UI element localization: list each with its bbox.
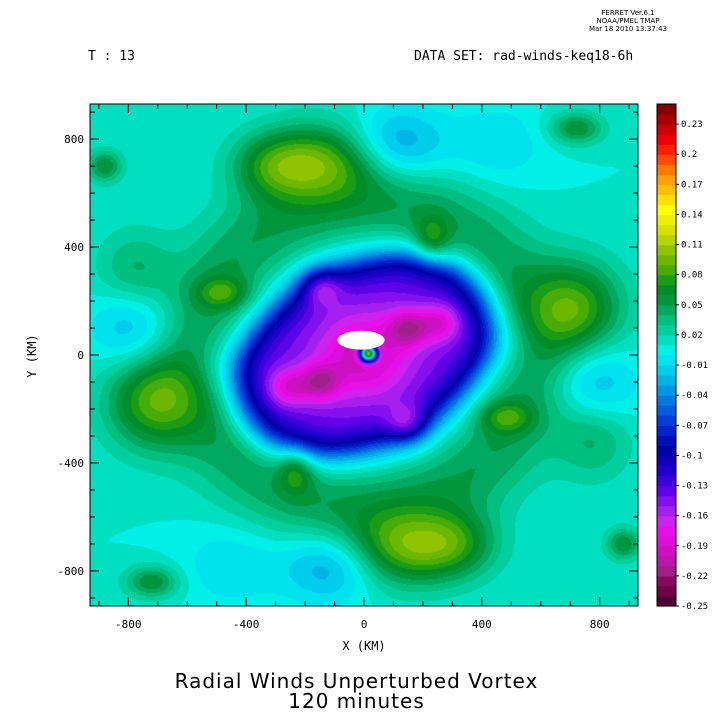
colorbar-label: -0.22 [681,572,708,582]
y-axis-label: Y (KM) [25,334,39,377]
field-image [90,104,638,606]
colorbar-swatch [657,595,676,607]
colorbar-swatch [657,485,676,497]
colorbar-swatch [657,334,676,346]
colorbar-swatch [657,455,676,467]
software-version: FERRET Ver.6.1 [601,9,655,17]
colorbar-swatch [657,535,676,547]
x-tick-label: 0 [361,618,368,631]
colorbar-swatch [657,114,676,125]
plot-area [90,104,638,606]
colorbar-swatch [657,214,676,226]
plot-timestamp: Mar 18 2010 13:37:43 [588,25,668,33]
colorbar-swatch [657,314,676,326]
colorbar-label: 0.02 [681,331,703,341]
y-tick-label: -800 [58,565,85,578]
colorbar-swatch [657,385,676,396]
colorbar-swatch [657,174,676,185]
colorbar-swatch [657,515,676,527]
organization: NOAA/PMEL TMAP [596,17,660,25]
x-tick-label: 800 [590,618,610,631]
colorbar-label: 0.05 [681,301,703,311]
colorbar-swatch [657,184,676,195]
colorbar-swatch [657,545,676,557]
colorbar-swatch [657,365,676,376]
colorbar-label: -0.04 [681,391,708,401]
colorbar-label: -0.19 [681,542,708,552]
colorbar-label: 0.08 [681,271,703,281]
missing-data-patch [337,330,385,350]
colorbar-swatch [657,355,676,366]
time-step-label: T : 13 [88,49,135,64]
colorbar-label: -0.1 [681,451,703,461]
colorbar-swatch [657,395,676,406]
colorbar-swatch [657,465,676,477]
y-tick-label: 0 [77,349,84,362]
colorbar-swatch [657,154,676,165]
colorbar-label: -0.01 [681,361,708,371]
colorbar-label: 0.23 [681,120,703,130]
colorbar-frame [656,103,677,607]
colorbar-label: -0.25 [681,602,708,612]
colorbar-swatch [657,415,676,426]
colorbar-swatch [657,104,676,115]
x-axis-label: X (KM) [342,639,385,653]
dataset-label: DATA SET: rad-winds-keq18-6h [414,49,634,64]
colorbar-swatch [657,375,676,386]
colorbar: 0.23 0.2 0.17 0.14 0.11 0.08 0.05 0.02 -0.01 -0.0… [656,103,708,612]
colorbar-swatch [657,555,676,567]
colorbar-swatch [657,405,676,416]
colorbar-swatch [657,445,676,456]
colorbar-swatch [657,254,676,266]
colorbar-label: 0.11 [681,241,703,251]
colorbar-swatch [657,144,676,155]
colorbar-swatch [657,435,676,446]
x-tick-label: -800 [115,618,142,631]
colorbar-label: 0.2 [681,150,697,160]
colorbar-swatch [657,505,676,517]
colorbar-swatch [657,264,676,276]
colorbar-swatch [657,495,676,507]
colorbar-swatch [657,575,676,587]
colorbar-label: -0.07 [681,421,708,431]
colorbar-swatch [657,585,676,597]
y-tick-label: -400 [58,457,85,470]
colorbar-swatch [657,425,676,436]
colorbar-swatch [657,344,676,356]
chart-title: Radial Winds Unperturbed Vortex [174,669,539,693]
colorbar-swatch [657,274,676,286]
y-tick-label: 400 [64,241,84,254]
colorbar-swatch [657,164,676,175]
colorbar-swatch [657,224,676,236]
colorbar-swatch [657,294,676,306]
colorbar-swatch [657,525,676,537]
colorbar-swatch [657,324,676,336]
colorbar-swatch [657,284,676,296]
axes: -800 -400 0 400 800 -800 -400 0 400 800 [58,103,639,631]
colorbar-swatch [657,194,676,205]
colorbar-label: 0.17 [681,180,703,190]
ferret-stamp: FERRET Ver.6.1 NOAA/PMEL TMAP Mar 18 201… [588,9,668,33]
colorbar-swatch [657,244,676,256]
chart-subtitle: 120 minutes [288,689,425,713]
colorbar-swatch [657,204,676,216]
colorbar-swatch [657,134,676,145]
colorbar-swatch [657,304,676,316]
x-tick-label: 400 [472,618,492,631]
colorbar-swatch [657,475,676,487]
colorbar-label: -0.13 [681,482,708,492]
colorbar-swatch [657,234,676,246]
colorbar-label: -0.16 [681,512,708,522]
colorbar-swatch [657,124,676,135]
colorbar-label: 0.14 [681,210,703,220]
x-tick-label: -400 [233,618,260,631]
colorbar-swatch [657,565,676,577]
y-tick-label: 800 [64,133,84,146]
